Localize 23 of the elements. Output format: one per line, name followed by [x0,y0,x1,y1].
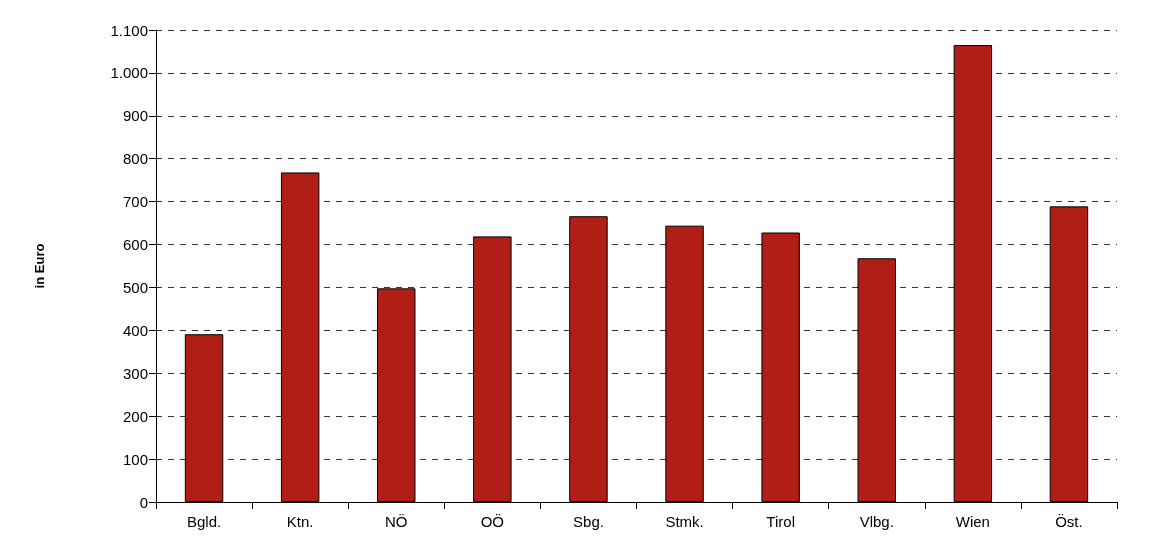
x-tick-label: Stmk. [665,513,704,530]
x-tick-label: Tirol [766,513,795,530]
y-tick-label: 500 [122,278,148,296]
x-tick-label: Sbg. [573,513,604,530]
y-tick-label: 1.100 [110,21,148,39]
y-tick-label: 700 [122,193,148,211]
y-tick-label: 300 [122,364,148,382]
y-tick-label: 100 [122,450,148,468]
x-tick-label: Ktn. [286,513,314,530]
y-tick-label: 1.000 [110,64,148,82]
x-tick-label: Öst. [1055,513,1083,530]
y-axis-title: in Euro [32,243,47,289]
x-tick-label: Wien [955,513,990,530]
y-tick-label: 900 [122,107,148,125]
y-tick-label: 600 [122,236,148,254]
x-tick-label: OÖ [480,513,505,530]
x-tick-label: NÖ [385,513,408,530]
x-tick-label: Vlbg. [859,513,894,530]
y-tick-label: 800 [122,150,148,168]
y-tick-label: 0 [139,493,148,511]
y-tick-label: 400 [122,321,148,339]
x-tick-label: Bgld. [186,513,222,530]
y-tick-label: 200 [122,407,148,425]
